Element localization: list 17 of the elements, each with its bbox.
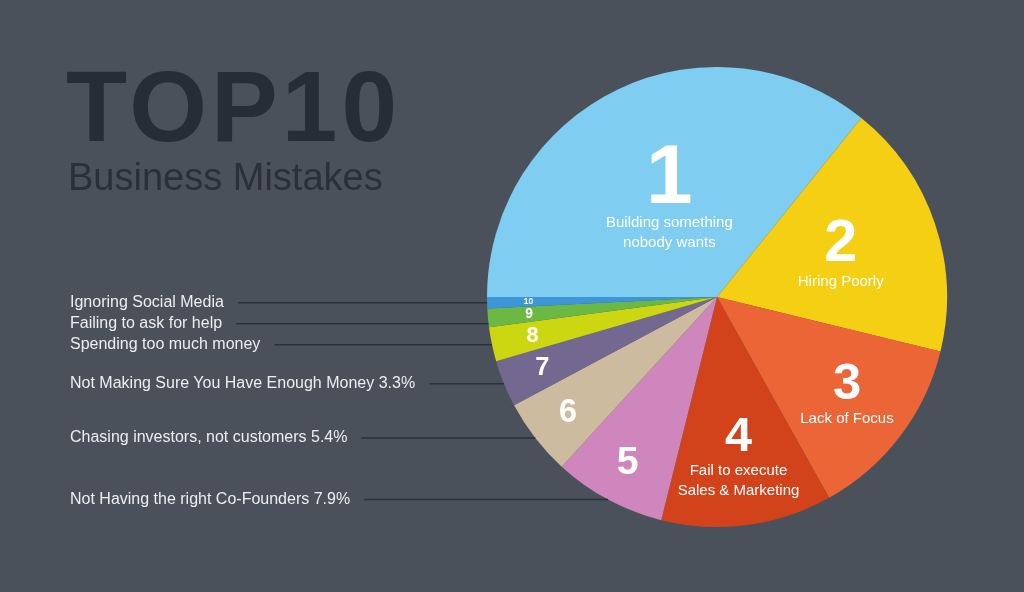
text: 4 [725,407,752,462]
slice-label: Chasing investors, not customers 5.4% [70,428,348,446]
text: 5 [616,437,639,482]
text: 10 [523,296,534,307]
slice-label: Fail to execute Sales & Marketing [677,461,800,499]
text: 7 [535,352,550,381]
slice-label: Not Having the right Co-Founders 7.9% [70,489,351,507]
text: 3 [832,353,862,411]
slice-label: Building something nobody wants [605,212,733,250]
text: 6 [558,392,578,429]
text: 8 [526,321,539,347]
slice-label: Not Making Sure You Have Enough Money 3.3% [70,374,416,392]
text: 9 [525,304,534,321]
slice-label: Ignoring Social Media [70,293,224,311]
slice-label: Lack of Focus [800,409,894,427]
slice-label: Spending too much money [70,335,261,353]
slice-label: Failing to ask for help [70,314,223,332]
